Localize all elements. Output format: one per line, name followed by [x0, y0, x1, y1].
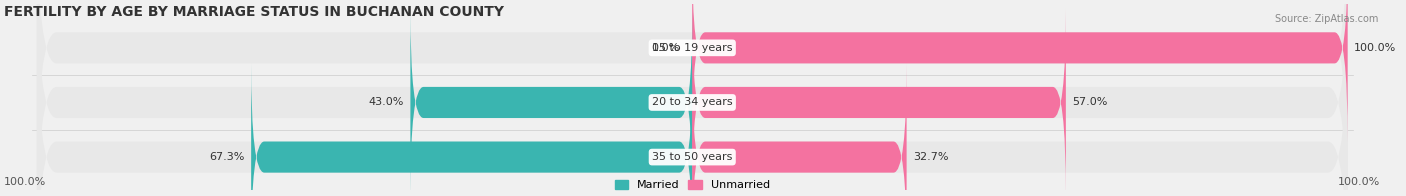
FancyBboxPatch shape [692, 9, 1066, 196]
Text: 15 to 19 years: 15 to 19 years [652, 43, 733, 53]
FancyBboxPatch shape [37, 0, 1347, 196]
Text: 100.0%: 100.0% [1339, 177, 1381, 187]
Text: Source: ZipAtlas.com: Source: ZipAtlas.com [1274, 14, 1378, 24]
FancyBboxPatch shape [252, 64, 692, 196]
Text: 0.0%: 0.0% [651, 43, 679, 53]
FancyBboxPatch shape [692, 0, 1347, 142]
Text: 100.0%: 100.0% [1354, 43, 1396, 53]
Text: 57.0%: 57.0% [1073, 97, 1108, 107]
FancyBboxPatch shape [37, 9, 1347, 196]
Text: 67.3%: 67.3% [209, 152, 245, 162]
Text: 20 to 34 years: 20 to 34 years [652, 97, 733, 107]
Text: FERTILITY BY AGE BY MARRIAGE STATUS IN BUCHANAN COUNTY: FERTILITY BY AGE BY MARRIAGE STATUS IN B… [4, 5, 505, 19]
FancyBboxPatch shape [692, 64, 907, 196]
Text: 100.0%: 100.0% [4, 177, 46, 187]
FancyBboxPatch shape [37, 0, 1347, 196]
FancyBboxPatch shape [411, 9, 692, 196]
Text: 32.7%: 32.7% [912, 152, 949, 162]
Text: 35 to 50 years: 35 to 50 years [652, 152, 733, 162]
Text: 43.0%: 43.0% [368, 97, 404, 107]
Legend: Married, Unmarried: Married, Unmarried [612, 177, 773, 194]
